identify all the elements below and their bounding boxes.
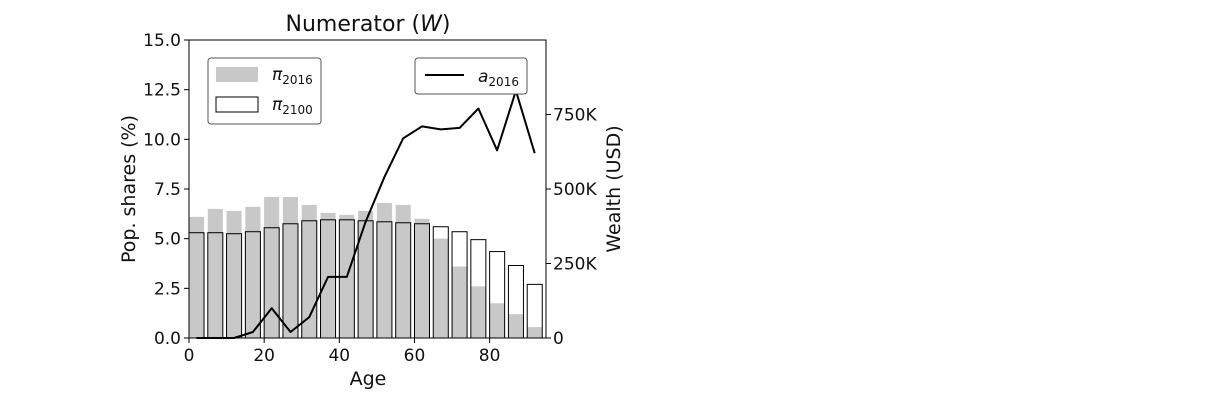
legend-left: π2016 π2100 <box>207 57 322 125</box>
x-tick-label: 40 <box>328 346 350 366</box>
legend-pi2016-subscript: 2016 <box>282 73 313 87</box>
bar-pi2016 <box>452 266 468 338</box>
x-axis-label: Age <box>350 368 387 390</box>
legend-swatch-pi2016 <box>216 67 258 82</box>
bar-pi2016 <box>207 208 223 338</box>
y-left-tick-label: 10.0 <box>143 130 181 150</box>
y-right-tick-label: 0 <box>553 329 564 349</box>
y-left-tick-label: 15.0 <box>143 31 181 51</box>
legend-right-frame <box>414 57 528 95</box>
bar-pi2016 <box>358 210 374 338</box>
x-tick-label: 20 <box>253 346 275 366</box>
line-a2016 <box>196 89 536 339</box>
bar-pi2016 <box>395 204 411 338</box>
bar-pi2016 <box>282 196 298 338</box>
bar-pi2016 <box>245 206 261 338</box>
y-left-tick-label: 12.5 <box>143 81 181 101</box>
legend-a2016-subscript: 2016 <box>488 75 519 89</box>
y-left-tick-label: 7.5 <box>154 180 181 200</box>
bar-pi2016 <box>320 212 336 338</box>
bar-pi2016 <box>226 210 242 338</box>
x-tick-label: 60 <box>404 346 426 366</box>
y-left-tick-label: 5.0 <box>154 230 181 250</box>
legend-label-pi2100: π2100 <box>272 95 313 117</box>
bar-pi2016 <box>489 303 505 338</box>
y-left-tick-label: 0.0 <box>154 329 181 349</box>
chart-title-main: Numerator ( <box>286 12 421 37</box>
legend-a2016-symbol: a <box>478 67 488 87</box>
y-left-ticks: 0.0 2.5 5.0 7.5 10.0 12.5 15.0 <box>143 31 189 349</box>
y-left-tick-label: 2.5 <box>154 279 181 299</box>
chart-title-var: W <box>420 12 443 37</box>
legend-swatch-pi2100 <box>215 96 259 113</box>
chart-title-close: ) <box>442 12 451 37</box>
legend-label-a2016: a2016 <box>478 67 519 89</box>
bar-pi2016 <box>433 238 449 338</box>
y-axis-right-label: Wealth (USD) <box>603 125 625 252</box>
y-right-tick-label: 250K <box>553 255 597 275</box>
bar-pi2016 <box>376 202 392 338</box>
bar-pi2016 <box>527 327 543 338</box>
legend-pi2100-symbol: π <box>272 95 283 115</box>
y-right-tick-label: 750K <box>553 106 597 126</box>
bar-pi2016 <box>301 204 317 338</box>
legend-right: a2016 <box>414 57 528 95</box>
bar-pi2016 <box>414 218 430 338</box>
bar-pi2016 <box>508 314 524 338</box>
bar-pi2016 <box>264 196 280 338</box>
y-right-tick-label: 500K <box>553 180 597 200</box>
bar-pi2016 <box>189 216 205 338</box>
legend-pi2016-symbol: π <box>272 65 283 85</box>
bar-pi2016 <box>470 286 486 338</box>
x-tick-label: 80 <box>479 346 501 366</box>
y-axis-left-label: Pop. shares (%) <box>118 115 140 263</box>
legend-pi2100-subscript: 2100 <box>282 103 313 117</box>
line-a2016-group <box>196 89 536 339</box>
chart-title: Numerator (W) <box>286 12 451 37</box>
x-ticks: 0 20 40 60 80 <box>184 338 501 366</box>
x-tick-label: 0 <box>184 346 195 366</box>
legend-label-pi2016: π2016 <box>272 65 313 87</box>
y-right-ticks: 0 250K 500K 750K <box>546 106 597 349</box>
